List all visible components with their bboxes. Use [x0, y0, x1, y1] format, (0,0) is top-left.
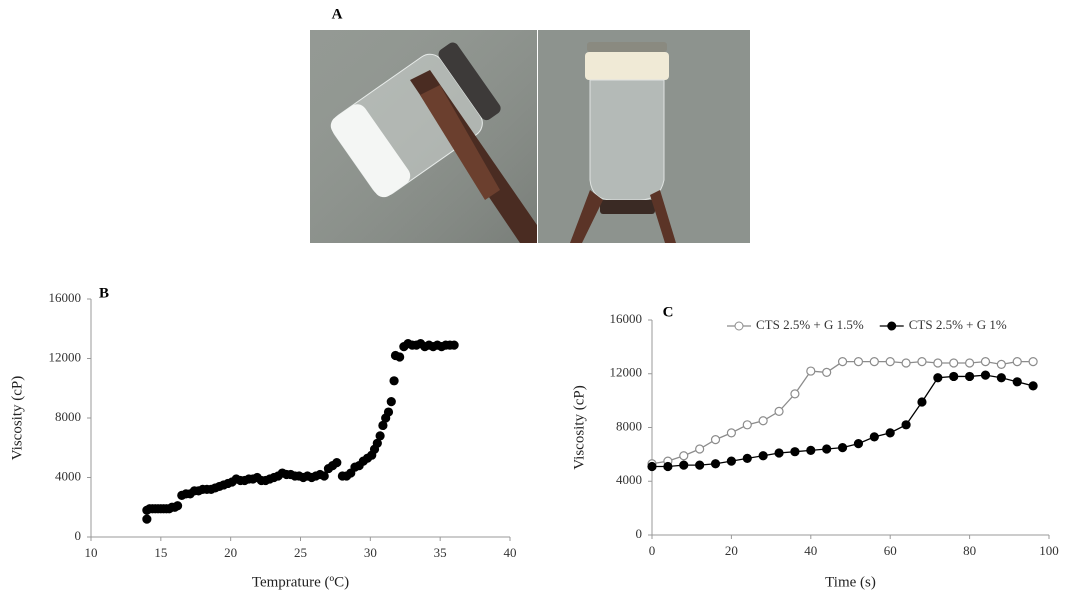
x-tick-label: 20 [725, 543, 738, 558]
marker [383, 407, 394, 417]
y-tick-label: 16000 [49, 290, 82, 305]
marker [378, 420, 388, 431]
panel-label: A [332, 6, 343, 22]
x-axis-title: Time (s) [825, 574, 876, 590]
marker [319, 471, 329, 481]
line [652, 374, 1034, 468]
x-tick-label: 0 [649, 543, 656, 558]
marker [1028, 357, 1038, 367]
marker [142, 514, 152, 524]
marker [1012, 357, 1022, 367]
marker [395, 352, 405, 362]
panel-label: B [99, 285, 109, 301]
marker [647, 461, 657, 472]
marker [695, 460, 705, 470]
marker [996, 359, 1006, 369]
x-tick-label: 40 [504, 545, 517, 560]
x-axis-title: Temprature (ºC) [252, 574, 349, 590]
marker [853, 357, 864, 367]
marker [837, 357, 848, 367]
marker [917, 357, 927, 367]
y-tick-label: 12000 [610, 365, 643, 380]
marker [695, 444, 705, 454]
y-tick-label: 4000 [616, 472, 642, 487]
marker [949, 358, 959, 368]
marker [742, 453, 752, 464]
marker [372, 438, 382, 448]
marker [996, 373, 1006, 383]
legend-label: CTS 2.5% + G 1.5% [756, 317, 864, 332]
marker [806, 366, 816, 376]
marker [980, 370, 991, 380]
x-tick-label: 100 [1039, 543, 1059, 558]
marker [964, 371, 975, 382]
marker [663, 461, 673, 472]
marker [869, 432, 879, 442]
marker [389, 376, 399, 386]
marker [901, 420, 911, 430]
marker [964, 358, 975, 368]
marker [758, 451, 768, 461]
marker [449, 340, 459, 350]
marker [901, 358, 911, 368]
x-tick-label: 40 [804, 543, 817, 558]
x-tick-label: 80 [963, 543, 976, 558]
y-tick-label: 16000 [610, 311, 643, 326]
marker [980, 357, 991, 367]
x-tick-label: 25 [294, 545, 307, 560]
marker [774, 448, 784, 458]
marker [375, 431, 385, 441]
y-axis-title: Viscosity (cP) [571, 385, 587, 470]
marker [679, 451, 689, 461]
x-tick-label: 10 [85, 545, 98, 560]
marker [710, 459, 721, 469]
marker [332, 458, 342, 468]
y-tick-label: 0 [636, 526, 643, 541]
marker [869, 357, 879, 367]
marker [726, 428, 737, 438]
marker [790, 447, 800, 457]
marker [742, 420, 752, 430]
marker [1012, 377, 1022, 387]
marker [885, 357, 895, 367]
x-tick-label: 15 [154, 545, 167, 560]
y-tick-label: 4000 [55, 468, 81, 483]
y-tick-label: 0 [75, 528, 82, 543]
photo-left [310, 30, 537, 243]
marker [822, 367, 832, 378]
x-tick-label: 35 [434, 545, 447, 560]
marker [790, 389, 800, 399]
marker [933, 373, 943, 383]
y-tick-label: 12000 [49, 349, 82, 364]
x-tick-label: 20 [224, 545, 237, 560]
legend-label: CTS 2.5% + G 1% [909, 317, 1007, 332]
marker [679, 460, 689, 470]
marker [726, 456, 737, 466]
y-tick-label: 8000 [55, 409, 81, 424]
panel-label: C [663, 304, 674, 320]
marker [1028, 381, 1038, 391]
marker [758, 416, 768, 426]
marker [774, 406, 784, 416]
marker [806, 445, 816, 455]
marker [853, 439, 864, 449]
marker [933, 358, 943, 368]
y-axis-title: Viscosity (cP) [9, 376, 25, 461]
y-tick-label: 8000 [616, 418, 642, 433]
marker [386, 397, 396, 407]
legend-marker [887, 321, 897, 331]
marker [710, 434, 721, 445]
x-tick-label: 30 [364, 545, 377, 560]
marker [837, 443, 848, 453]
marker [885, 428, 895, 438]
photo-right [538, 30, 750, 243]
marker [949, 371, 959, 382]
legend-marker [734, 321, 744, 331]
marker [172, 501, 183, 511]
marker [917, 397, 927, 407]
marker [822, 444, 832, 454]
x-tick-label: 60 [884, 543, 897, 558]
